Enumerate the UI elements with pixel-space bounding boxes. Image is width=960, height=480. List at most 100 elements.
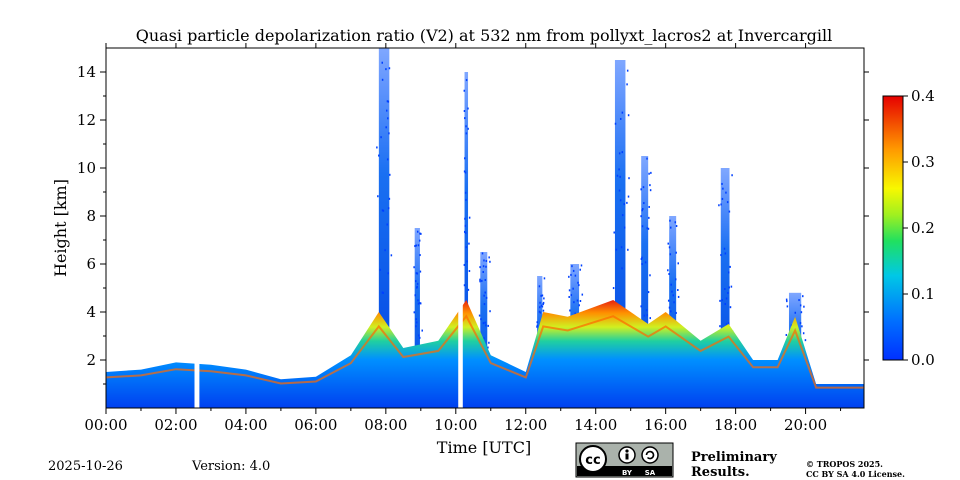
cloud-speckle	[416, 282, 419, 285]
cloud-speckle	[416, 285, 418, 288]
cloud-column	[720, 168, 730, 408]
cloud-speckle	[539, 311, 542, 314]
cloud-speckle	[646, 314, 649, 317]
cloud-column	[641, 156, 649, 408]
cloud-speckle	[672, 294, 675, 297]
cloud-speckle	[785, 333, 788, 336]
cloud-speckle	[464, 224, 467, 227]
colorbar-tick-label: 0.4	[911, 87, 935, 105]
cloud-speckle	[466, 260, 468, 263]
cloud-speckle	[649, 317, 652, 320]
cloud-speckle	[646, 227, 649, 230]
cloud-speckle	[384, 249, 386, 252]
cloud-speckle	[482, 265, 485, 268]
cloud-column	[464, 72, 469, 408]
cloud-speckle	[640, 258, 643, 261]
cloud-speckle	[581, 293, 584, 296]
cloud-speckle	[414, 294, 416, 297]
cloud-speckle	[648, 172, 650, 175]
cloud-speckle	[571, 265, 573, 268]
y-tick-label: 12	[77, 111, 96, 129]
cloud-speckle	[619, 199, 622, 202]
cloud-speckle	[648, 216, 650, 219]
cloud-speckle	[386, 158, 389, 161]
cloud-speckle	[641, 263, 643, 266]
cloud-speckle	[467, 288, 470, 291]
cloud-speckle	[484, 291, 486, 294]
cloud-speckle	[670, 310, 672, 313]
license-line2: CC BY SA 4.0 License.	[806, 469, 905, 479]
cloud-speckle	[464, 117, 466, 120]
cloud-speckle	[577, 281, 579, 284]
cloud-speckle	[621, 267, 623, 270]
cloud-speckle	[419, 302, 422, 305]
cloud-speckle	[730, 285, 733, 288]
svg-text:cc: cc	[585, 453, 600, 468]
cloud-speckle	[643, 314, 646, 317]
cloud-speckle	[487, 324, 489, 327]
cloud-speckle	[640, 305, 642, 308]
cloud-speckle	[377, 195, 379, 198]
cloud-speckle	[804, 339, 807, 342]
x-tick-label: 10:00	[434, 416, 477, 434]
cloud-speckle	[539, 301, 541, 304]
cloud-speckle	[419, 270, 422, 273]
plot-frame	[105, 47, 865, 409]
cloud-speckle	[725, 322, 728, 325]
cloud-speckle	[388, 67, 391, 70]
cloud-speckle	[669, 219, 671, 222]
cloud-speckle	[786, 305, 789, 308]
cloud-speckle	[468, 242, 470, 245]
cloud-speckle	[645, 309, 648, 312]
cloud-speckle	[623, 226, 626, 229]
cloud-speckle	[570, 294, 573, 297]
cloud-speckle	[485, 296, 488, 299]
cloud-speckle	[649, 189, 652, 192]
cloud-speckle	[465, 79, 468, 82]
cloud-speckle	[415, 272, 418, 275]
cloud-speckle	[570, 273, 572, 276]
cloud-speckle	[728, 210, 731, 213]
y-tick-label: 14	[77, 63, 96, 81]
cloud-speckle	[389, 173, 391, 176]
cloud-speckle	[464, 171, 467, 174]
cloud-speckle	[536, 325, 538, 328]
cloud-speckle	[720, 203, 722, 206]
cloud-speckle	[668, 306, 671, 309]
cloud-speckle	[388, 132, 390, 135]
cloud-speckle	[416, 230, 419, 233]
chart-title: Quasi particle depolarization ratio (V2)…	[136, 26, 833, 45]
x-tick-label: 08:00	[364, 416, 407, 434]
cloud-speckle	[731, 174, 733, 177]
cloud-speckle	[418, 239, 421, 242]
cloud-column	[669, 216, 677, 408]
cloud-speckle	[479, 266, 481, 269]
colorbar	[882, 95, 904, 361]
preliminary-label-line2: Results.	[691, 465, 750, 480]
cloud-speckle	[675, 278, 677, 281]
cloud-speckle	[415, 321, 418, 324]
cloud-speckle	[542, 301, 545, 304]
cloud-speckle	[576, 299, 579, 302]
cloud-speckle	[415, 244, 418, 247]
cloud-speckle	[621, 151, 624, 154]
cloud-speckle	[802, 332, 805, 335]
cc-license-badge[interactable]: cc BY SA	[575, 442, 674, 478]
cloud-speckle	[419, 232, 421, 235]
y-axis-label: Height [km]	[51, 179, 70, 277]
boundary-layer-edge	[106, 314, 864, 389]
cloud-speckle	[483, 303, 486, 306]
cloud-speckle	[641, 207, 644, 210]
x-tick-label: 18:00	[714, 416, 757, 434]
cloud-speckle	[729, 265, 731, 268]
cloud-speckle	[382, 209, 385, 212]
cloud-speckle	[675, 251, 677, 254]
data-gap	[458, 48, 463, 408]
cc-sa-label: SA	[645, 469, 656, 477]
cloud-speckle	[623, 203, 625, 206]
cloud-speckle	[538, 310, 541, 313]
cloud-speckle	[542, 309, 545, 312]
cloud-speckle	[729, 306, 732, 309]
cloud-speckle	[667, 269, 669, 272]
